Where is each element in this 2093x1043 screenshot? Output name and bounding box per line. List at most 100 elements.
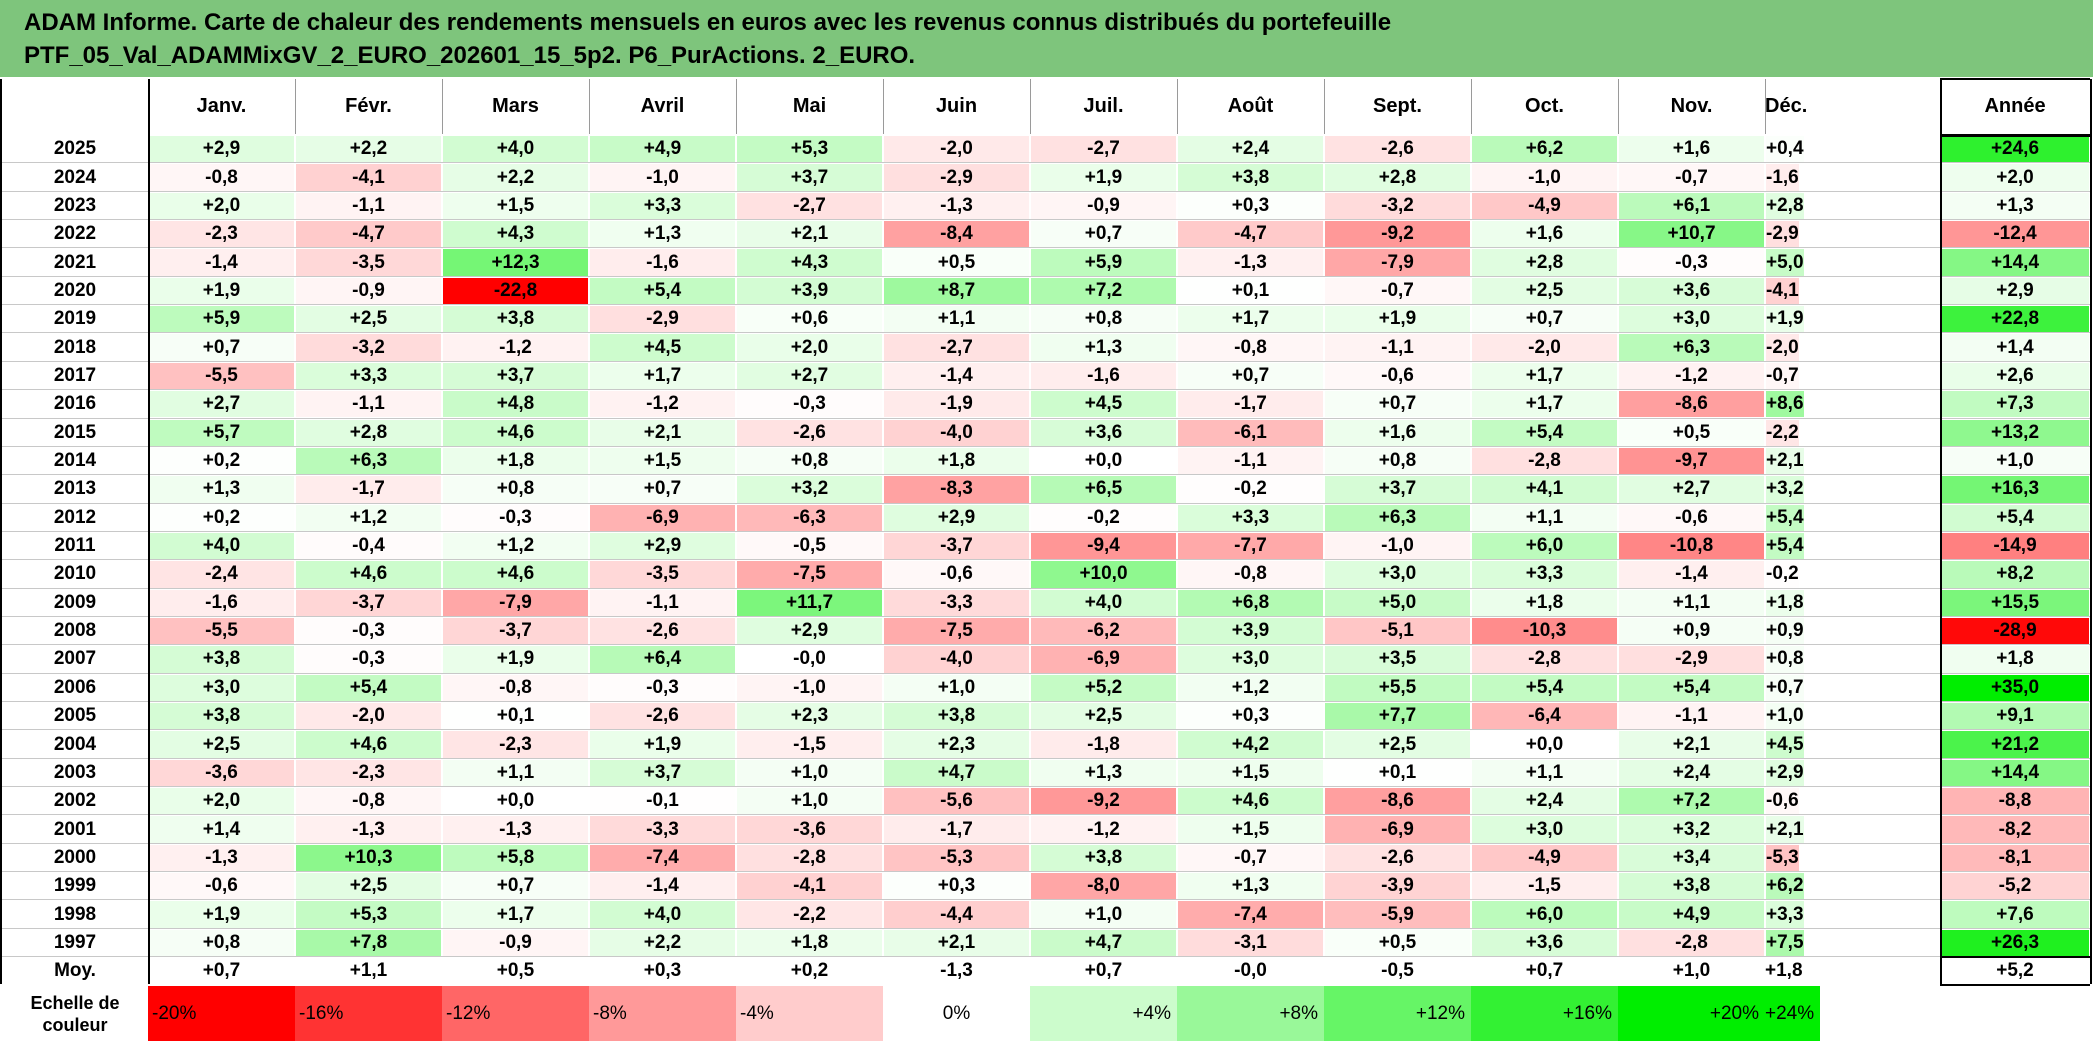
heatmap-cell: +6,4 xyxy=(590,646,735,673)
heatmap-cell: +1,0 xyxy=(884,674,1029,701)
heatmap-cell: +6,5 xyxy=(1031,476,1176,503)
heatmap-cell: +6,0 xyxy=(1472,532,1617,560)
row-separator xyxy=(2,842,2090,844)
row-separator xyxy=(2,247,2090,249)
month-header: Mars xyxy=(442,79,589,134)
heatmap-cell: -1,2 xyxy=(443,334,588,361)
heatmap-cell: +1,9 xyxy=(590,731,735,758)
month-header: Nov. xyxy=(1618,79,1765,134)
heatmap-cell: +0,7 xyxy=(590,476,735,503)
heatmap-cell: -8,3 xyxy=(884,476,1029,503)
heatmap-cell: +4,9 xyxy=(1619,901,1764,928)
year-label: 2000 xyxy=(2,843,148,873)
heatmap-cell: -4,0 xyxy=(884,419,1029,446)
row-separator xyxy=(2,871,2090,873)
color-scale-step: -16% xyxy=(295,986,442,1041)
heatmap-cell: -7,4 xyxy=(590,844,735,872)
heatmap-cell: +3,8 xyxy=(1178,164,1323,191)
heatmap-cell: -9,7 xyxy=(1619,447,1764,475)
heatmap-cell: -3,7 xyxy=(443,617,588,645)
heatmap-cell: +6,3 xyxy=(1619,334,1764,361)
title-line-2: PTF_05_Val_ADAMMixGV_2_EURO_202601_15_5p… xyxy=(24,42,916,69)
heatmap-cell: -1,2 xyxy=(1619,362,1764,390)
year-label: 2006 xyxy=(2,673,148,702)
heatmap-cell: +0,5 xyxy=(1325,929,1470,957)
heatmap-cell: -3,6 xyxy=(149,759,294,787)
heatmap-cell: +2,2 xyxy=(590,929,735,957)
heatmap-cell: +2,3 xyxy=(737,703,882,730)
heatmap-cell: +3,3 xyxy=(1472,561,1617,588)
heatmap-cell: -10,8 xyxy=(1619,532,1764,560)
heatmap-cell: +0,8 xyxy=(1031,306,1176,333)
annual-cell: +21,2 xyxy=(1941,731,2089,758)
heatmap-cell: +1,3 xyxy=(149,476,294,503)
heatmap-cell: +2,1 xyxy=(1766,816,1804,843)
heatmap-cell: +4,6 xyxy=(296,731,441,758)
annual-cell: +22,8 xyxy=(1941,306,2089,333)
heatmap-cell: +7,5 xyxy=(1766,929,1804,957)
year-label: 2015 xyxy=(2,418,148,447)
heatmap-cell: +1,9 xyxy=(149,277,294,305)
heatmap-cell: +2,7 xyxy=(1619,476,1764,503)
heatmap-cell: +2,1 xyxy=(737,221,882,248)
color-scale-step: +16% xyxy=(1471,986,1618,1041)
row-separator xyxy=(2,445,2090,447)
heatmap-cell: -1,4 xyxy=(884,362,1029,390)
heatmap-cell: -2,6 xyxy=(1325,844,1470,872)
heatmap-cell: -6,4 xyxy=(1472,703,1617,730)
average-label: Moy. xyxy=(2,957,148,985)
average-cell: +0,5 xyxy=(442,957,589,985)
heatmap-cell: -8,4 xyxy=(884,221,1029,248)
heatmap-cell: +4,0 xyxy=(1031,589,1176,616)
heatmap-cell: +1,2 xyxy=(296,504,441,531)
column-separator xyxy=(1177,79,1178,134)
annual-right-border xyxy=(2090,79,2092,985)
heatmap-cell: +0,8 xyxy=(443,476,588,503)
heatmap-cell: +2,8 xyxy=(1766,192,1804,220)
heatmap-cell: +4,6 xyxy=(443,419,588,446)
heatmap-cell: +10,3 xyxy=(296,844,441,872)
heatmap-cell: +0,0 xyxy=(1031,447,1176,475)
heatmap-cell: -4,4 xyxy=(884,901,1029,928)
color-scale-step: +12% xyxy=(1324,986,1471,1041)
heatmap-cell: -0,8 xyxy=(1178,561,1323,588)
heatmap-cell: -2,4 xyxy=(149,561,294,588)
year-label: 2018 xyxy=(2,333,148,362)
heatmap-cell: -3,7 xyxy=(884,532,1029,560)
heatmap-cell: +0,9 xyxy=(1766,617,1804,645)
heatmap-cell: +0,1 xyxy=(1325,759,1470,787)
column-separator xyxy=(589,79,590,134)
annual-cell: +8,2 xyxy=(1941,561,2089,588)
heatmap-cell: -3,2 xyxy=(1325,192,1470,220)
heatmap-cell: -1,1 xyxy=(296,192,441,220)
heatmap-cell: +0,0 xyxy=(1472,731,1617,758)
heatmap-cell: +5,4 xyxy=(1472,419,1617,446)
heatmap-cell: +3,9 xyxy=(737,277,882,305)
heatmap-cell: +2,5 xyxy=(1031,703,1176,730)
heatmap-cell: +5,0 xyxy=(1766,249,1804,276)
heatmap-cell: +2,7 xyxy=(149,391,294,418)
heatmap-cell: +5,3 xyxy=(296,901,441,928)
heatmap-cell: -1,2 xyxy=(1031,816,1176,843)
heatmap-cell: -0,7 xyxy=(1766,362,1799,390)
heatmap-cell: -1,5 xyxy=(737,731,882,758)
heatmap-cell: -1,7 xyxy=(884,816,1029,843)
heatmap-cell: -1,7 xyxy=(1178,391,1323,418)
heatmap-cell: -3,3 xyxy=(884,589,1029,616)
heatmap-cell: +3,7 xyxy=(737,164,882,191)
month-header: Sept. xyxy=(1324,79,1471,134)
heatmap-cell: +4,0 xyxy=(443,136,588,163)
heatmap-cell: -3,5 xyxy=(296,249,441,276)
heatmap-cell: +0,7 xyxy=(149,334,294,361)
average-cell: -1,3 xyxy=(883,957,1030,985)
heatmap-cell: -0,2 xyxy=(1766,561,1799,588)
heatmap-cell: -2,3 xyxy=(443,731,588,758)
year-label: 2019 xyxy=(2,305,148,334)
heatmap-cell: +3,7 xyxy=(443,362,588,390)
heatmap-cell: +1,7 xyxy=(1472,391,1617,418)
heatmap-cell: +6,3 xyxy=(296,447,441,475)
heatmap-cell: +3,0 xyxy=(1178,646,1323,673)
month-header: Juin xyxy=(883,79,1030,134)
heatmap-cell: -0,8 xyxy=(1178,334,1323,361)
heatmap-cell: -2,0 xyxy=(296,703,441,730)
